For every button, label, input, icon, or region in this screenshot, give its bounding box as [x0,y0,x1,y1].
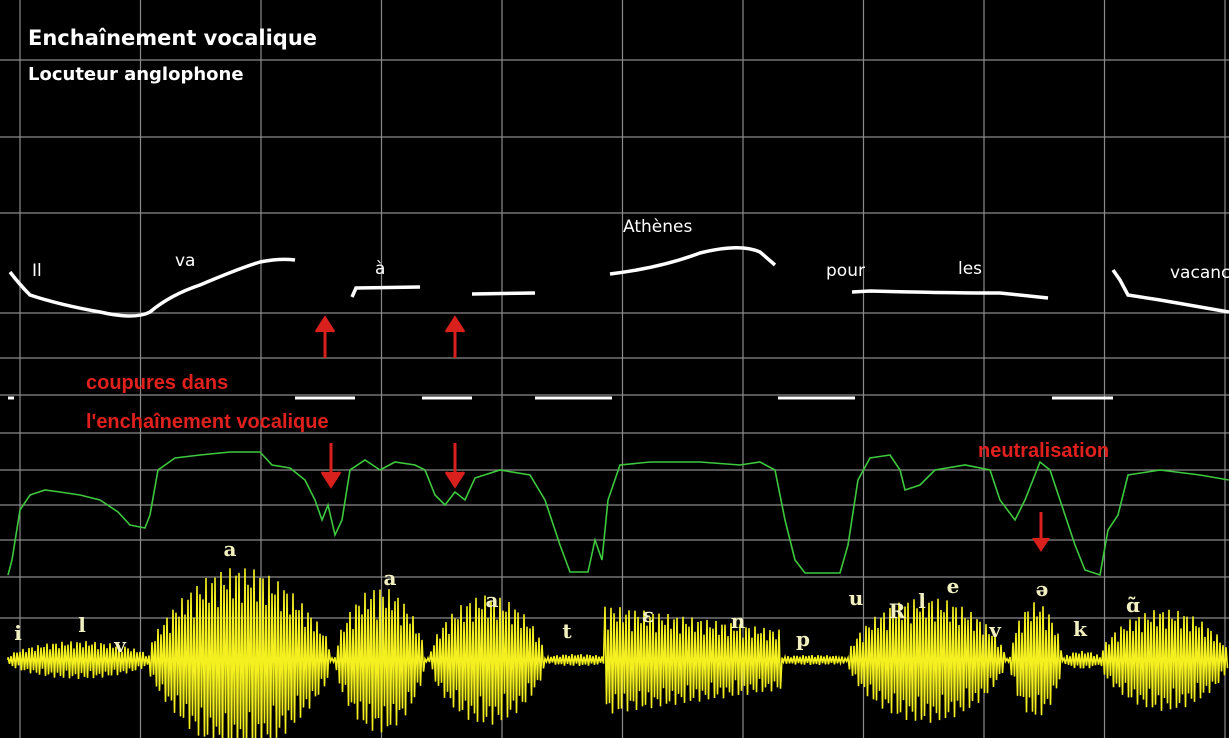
phoneme: p [796,627,810,651]
phoneme: v [113,633,127,657]
phoneme: k [1073,617,1088,641]
phoneme: i [14,621,22,645]
phoneme: l [78,613,86,637]
word: les [958,259,982,279]
waveform [7,568,1229,738]
pitch-curve [8,246,1229,318]
phoneme: a [224,537,237,561]
phoneme: a [384,566,397,590]
arrows [314,315,1050,552]
phoneme: ɑ̃ [1126,593,1140,617]
phoneme: v [988,618,1002,642]
annotation: coupures dans [86,372,228,394]
word: Athènes [623,217,692,237]
subtitle: Locuteur anglophone [28,64,244,85]
word: Il [32,261,42,281]
word: va [175,251,195,271]
title: Enchaînement vocalique [28,26,317,50]
intensity-curve [7,451,1229,577]
word: pour [826,261,865,281]
word: vacanc [1170,263,1229,283]
phoneme: u [849,586,864,610]
phoneme: e [947,574,960,598]
phoneme: ɛ [642,603,654,627]
phoneme: ə [1036,577,1049,601]
phoneme: a [486,588,499,612]
annotation: l'enchaînement vocalique [86,411,329,433]
phoneme: l [918,589,926,613]
annotation: neutralisation [978,440,1109,462]
phoneme: n [731,609,746,633]
phoneme: R [889,599,906,623]
word: à [375,259,385,279]
phoneme: t [562,619,572,643]
